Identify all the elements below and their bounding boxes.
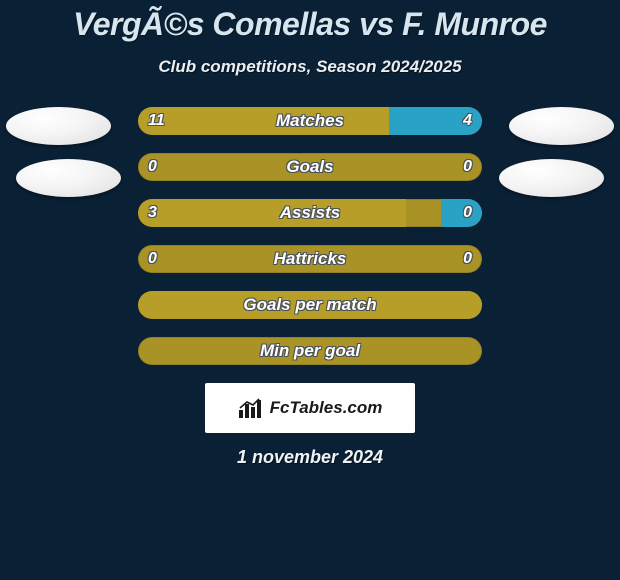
stat-row: 11 4 Matches	[138, 107, 482, 135]
bar-chart-icon	[238, 398, 264, 418]
stat-value-left	[138, 337, 158, 365]
stat-value-right	[462, 337, 482, 365]
stat-value-left: 3	[138, 199, 167, 227]
stat-fill-left	[138, 199, 406, 227]
stat-value-left: 0	[138, 245, 167, 273]
comparison-card: VergÃ©s Comellas vs F. Munroe Club compe…	[0, 0, 620, 580]
stat-value-right: 0	[453, 153, 482, 181]
stats-section: 11 4 Matches 0 0 Goals 3 0 Assists 0 0 H…	[0, 107, 620, 365]
stat-value-right	[462, 291, 482, 319]
stat-row: 0 0 Hattricks	[138, 245, 482, 273]
player-right-photo-1	[509, 107, 614, 145]
stat-row: Goals per match	[138, 291, 482, 319]
stat-value-right: 4	[453, 107, 482, 135]
player-right-photo-2	[499, 159, 604, 197]
subtitle: Club competitions, Season 2024/2025	[0, 57, 620, 77]
stat-row: Min per goal	[138, 337, 482, 365]
stat-row: 3 0 Assists	[138, 199, 482, 227]
stat-fill-left	[138, 107, 389, 135]
stat-fill-left	[138, 291, 482, 319]
page-title: VergÃ©s Comellas vs F. Munroe	[0, 6, 620, 43]
logo-text: FcTables.com	[270, 398, 383, 418]
stat-label: Hattricks	[138, 245, 482, 273]
fctables-logo[interactable]: FcTables.com	[205, 383, 415, 433]
stat-label: Goals	[138, 153, 482, 181]
player-left-photo-2	[16, 159, 121, 197]
stat-value-left: 11	[138, 107, 175, 135]
player-left-photo-1	[6, 107, 111, 145]
stat-value-left	[138, 291, 158, 319]
stat-value-right: 0	[453, 245, 482, 273]
stat-value-right: 0	[453, 199, 482, 227]
stat-label: Min per goal	[138, 337, 482, 365]
stat-row: 0 0 Goals	[138, 153, 482, 181]
stat-value-left: 0	[138, 153, 167, 181]
date-label: 1 november 2024	[0, 447, 620, 468]
